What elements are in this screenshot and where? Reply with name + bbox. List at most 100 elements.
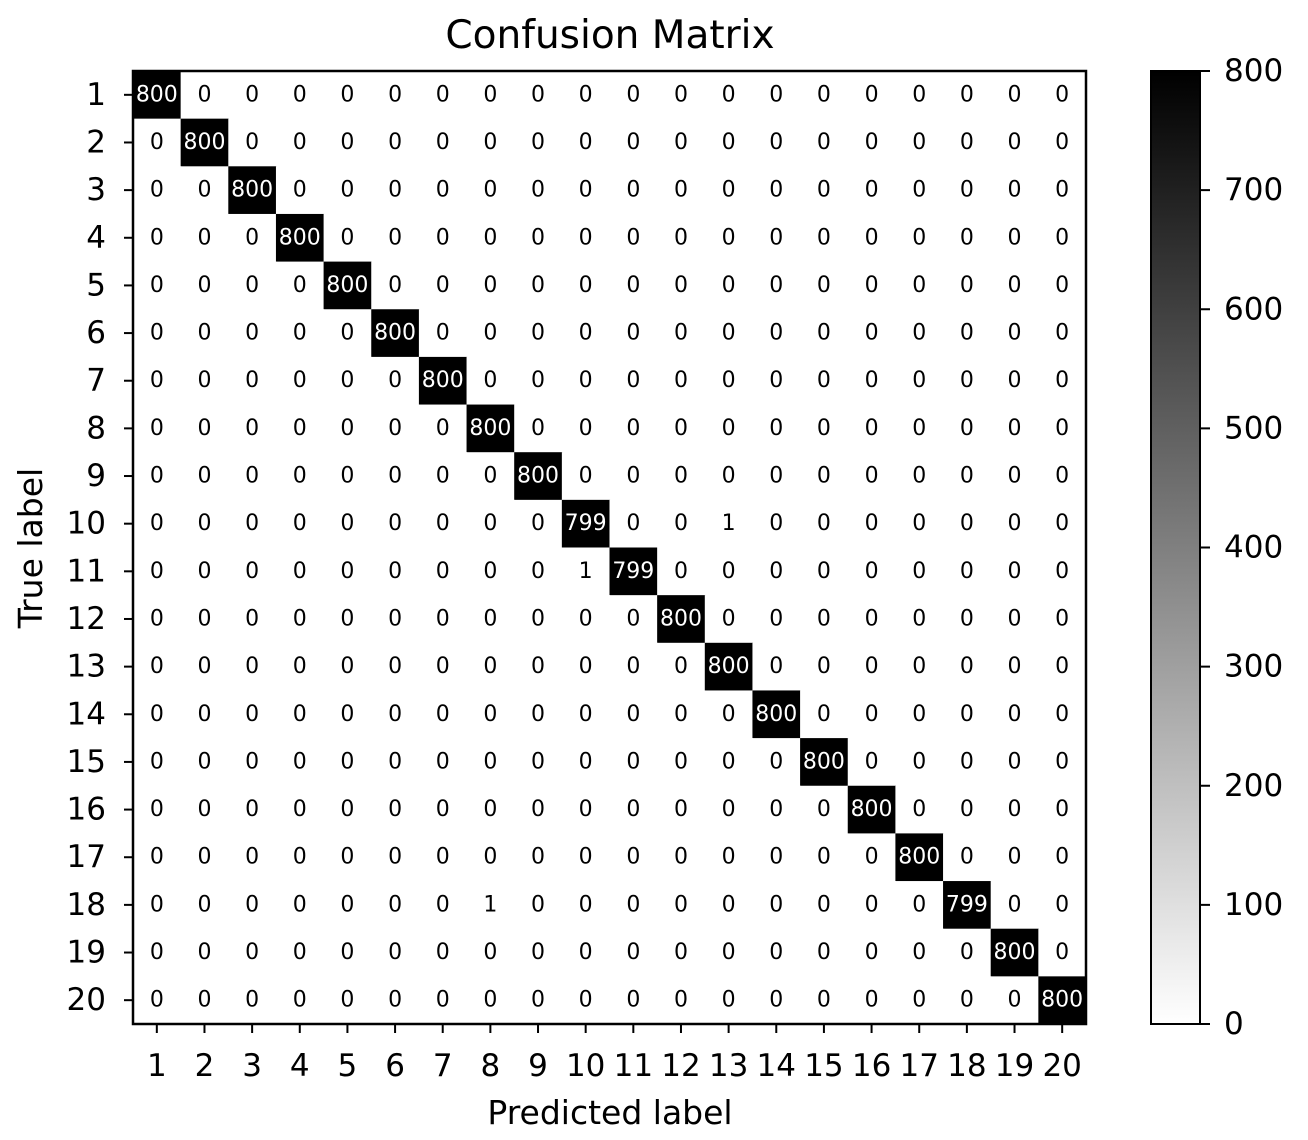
cell-value-label: 0 bbox=[912, 702, 926, 727]
heatmap-cell bbox=[800, 499, 849, 549]
cell-value-label: 0 bbox=[531, 321, 545, 346]
cell-value-label: 0 bbox=[912, 464, 926, 489]
cell-value-label: 0 bbox=[579, 606, 593, 631]
cell-value-label: 800 bbox=[994, 940, 1036, 965]
heatmap-cell bbox=[228, 738, 277, 787]
heatmap-cell bbox=[847, 785, 896, 834]
cell-value-label: 0 bbox=[388, 988, 402, 1013]
heatmap-cell bbox=[371, 213, 420, 263]
heatmap-cell bbox=[514, 881, 563, 930]
cell-value-label: 0 bbox=[340, 178, 354, 203]
heatmap-cell bbox=[990, 738, 1039, 787]
heatmap-cell bbox=[133, 642, 182, 692]
heatmap-cell bbox=[609, 642, 658, 692]
cell-value-label: 0 bbox=[579, 416, 593, 441]
heatmap-cell bbox=[990, 166, 1039, 215]
heatmap-cell bbox=[752, 547, 801, 596]
heatmap-cell bbox=[418, 928, 468, 977]
heatmap-cell bbox=[466, 452, 515, 501]
heatmap-cell bbox=[180, 928, 229, 977]
heatmap-cell bbox=[133, 499, 182, 549]
heatmap-cell bbox=[1038, 690, 1087, 739]
heatmap-cell bbox=[228, 690, 277, 739]
heatmap-cell bbox=[990, 547, 1039, 596]
x-tick-label: 6 bbox=[385, 1048, 405, 1084]
cell-value-label: 0 bbox=[674, 321, 688, 346]
heatmap-cell bbox=[752, 499, 801, 549]
cell-value-label: 0 bbox=[960, 749, 974, 774]
cell-value-label: 0 bbox=[340, 654, 354, 679]
heatmap-cell bbox=[275, 452, 325, 501]
heatmap-cell bbox=[943, 356, 992, 406]
heatmap-cell bbox=[657, 404, 706, 453]
heatmap-cell bbox=[275, 690, 325, 739]
cell-value-label: 0 bbox=[912, 797, 926, 822]
cell-value-label: 0 bbox=[579, 368, 593, 393]
heatmap-cell bbox=[609, 118, 658, 167]
cell-value-label: 0 bbox=[817, 178, 831, 203]
heatmap-cell bbox=[323, 738, 372, 787]
x-tick-label: 16 bbox=[852, 1048, 891, 1084]
cell-value-label: 0 bbox=[722, 606, 736, 631]
heatmap-cell bbox=[275, 356, 325, 406]
cell-value-label: 0 bbox=[150, 892, 164, 917]
heatmap-cell bbox=[609, 595, 658, 644]
cell-value-label: 0 bbox=[388, 273, 402, 298]
y-tick-label: 14 bbox=[67, 696, 106, 732]
heatmap-cell bbox=[990, 261, 1039, 310]
cell-value-label: 0 bbox=[626, 368, 640, 393]
heatmap-cell bbox=[657, 452, 706, 501]
cell-value-label: 0 bbox=[1055, 845, 1069, 870]
cell-value-label: 0 bbox=[579, 702, 593, 727]
heatmap-cell bbox=[514, 642, 563, 692]
heatmap-cell bbox=[657, 261, 706, 310]
heatmap-cell bbox=[943, 71, 992, 120]
heatmap-cell bbox=[371, 404, 420, 453]
y-tick-label: 4 bbox=[86, 220, 106, 256]
heatmap-cell bbox=[514, 738, 563, 787]
heatmap-cell bbox=[228, 213, 277, 263]
cell-value-label: 0 bbox=[960, 225, 974, 250]
heatmap-cell bbox=[180, 547, 229, 596]
heatmap-cell bbox=[800, 166, 849, 215]
cell-value-label: 0 bbox=[1008, 892, 1022, 917]
cell-value-label: 0 bbox=[293, 321, 307, 346]
heatmap-cell bbox=[609, 547, 658, 596]
x-tick-label: 4 bbox=[290, 1048, 310, 1084]
heatmap-cell bbox=[657, 642, 706, 692]
cell-value-label: 0 bbox=[436, 321, 450, 346]
heatmap-cell bbox=[275, 166, 325, 215]
cell-value-label: 0 bbox=[674, 892, 688, 917]
cell-value-label: 0 bbox=[388, 797, 402, 822]
cell-value-label: 0 bbox=[150, 702, 164, 727]
cell-value-label: 0 bbox=[1055, 321, 1069, 346]
cell-value-label: 0 bbox=[197, 654, 211, 679]
heatmap-cell bbox=[323, 547, 372, 596]
heatmap-cell bbox=[466, 261, 515, 310]
heatmap-cell bbox=[228, 404, 277, 453]
heatmap-cell bbox=[275, 642, 325, 692]
heatmap-cell bbox=[514, 595, 563, 644]
heatmap-cell bbox=[704, 71, 754, 120]
cell-value-label: 0 bbox=[626, 797, 640, 822]
cell-value-label: 0 bbox=[293, 368, 307, 393]
cell-value-label: 0 bbox=[817, 130, 831, 155]
heatmap-cell bbox=[847, 404, 896, 453]
cell-value-label: 0 bbox=[674, 130, 688, 155]
cell-value-label: 0 bbox=[674, 178, 688, 203]
x-tick-label: 18 bbox=[947, 1048, 986, 1084]
cell-value-label: 0 bbox=[674, 416, 688, 441]
cell-value-label: 0 bbox=[531, 606, 545, 631]
cell-value-label: 0 bbox=[674, 82, 688, 107]
y-tick-label: 7 bbox=[86, 363, 106, 399]
cell-value-label: 0 bbox=[626, 82, 640, 107]
cell-value-label: 0 bbox=[197, 273, 211, 298]
heatmap-cell bbox=[418, 881, 468, 930]
cell-value-label: 0 bbox=[722, 702, 736, 727]
cell-value-label: 0 bbox=[340, 702, 354, 727]
heatmap-cell bbox=[847, 356, 896, 406]
colorbar-tick-label: 700 bbox=[1224, 172, 1283, 208]
heatmap-cell bbox=[847, 928, 896, 977]
cell-value-label: 0 bbox=[626, 749, 640, 774]
heatmap-cell bbox=[609, 356, 658, 406]
